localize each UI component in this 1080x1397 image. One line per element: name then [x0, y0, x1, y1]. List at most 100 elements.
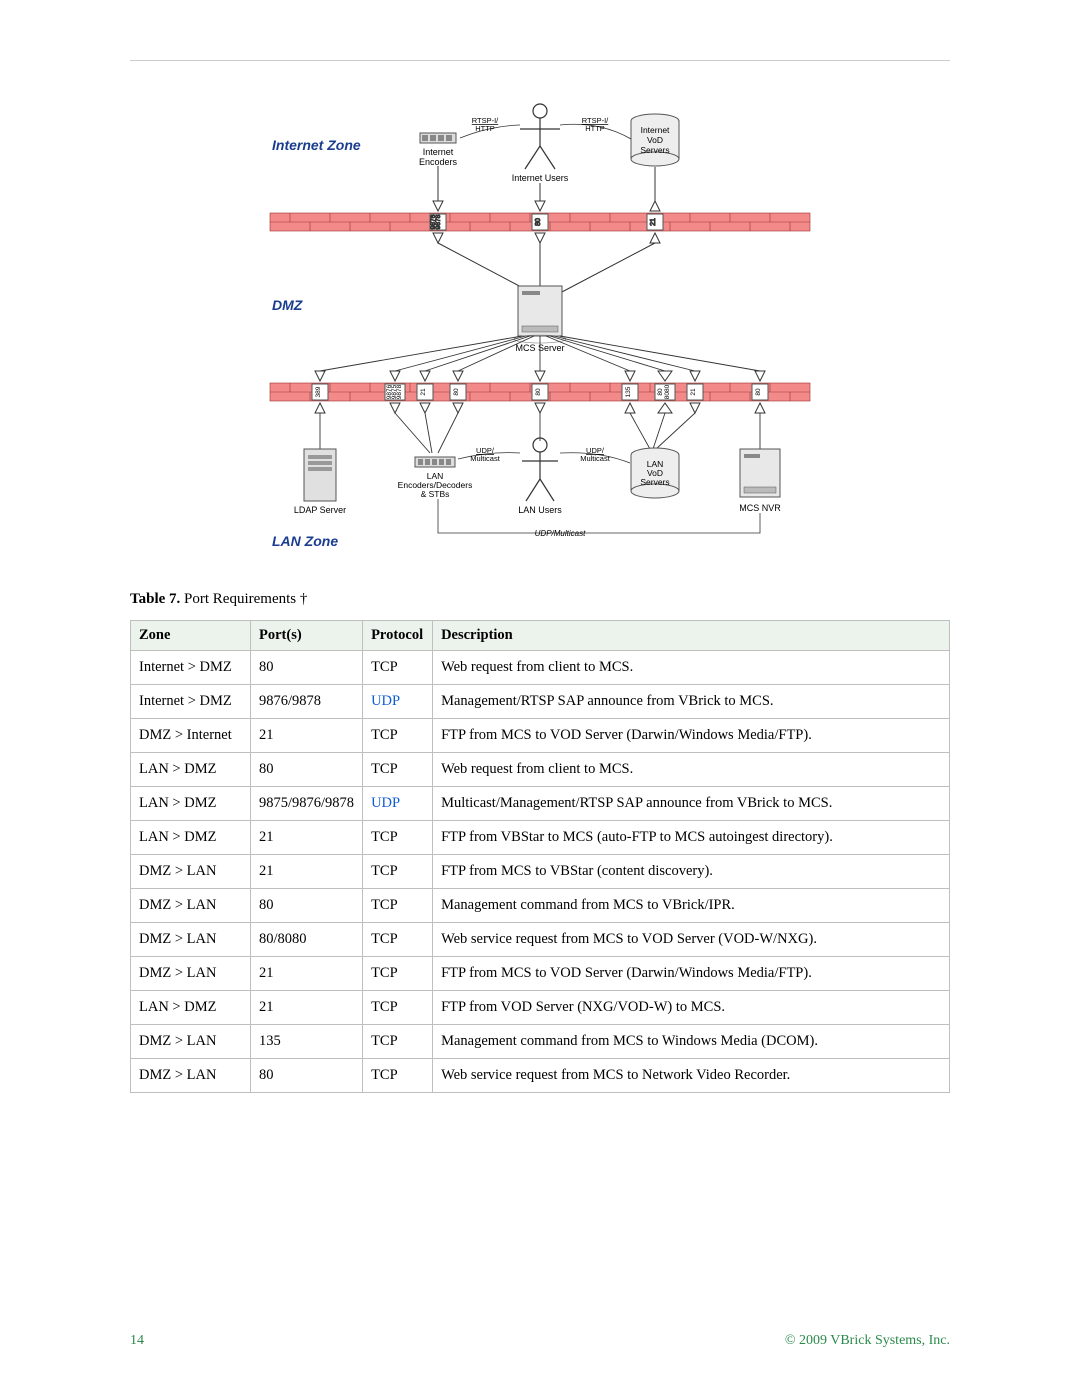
cell-ports: 80 — [251, 651, 363, 685]
table-row: Internet > DMZ9876/9878UDPManagement/RTS… — [131, 685, 950, 719]
cell-zone: LAN > DMZ — [131, 787, 251, 821]
table-header-row: Zone Port(s) Protocol Description — [131, 621, 950, 651]
cell-description: Multicast/Management/RTSP SAP announce f… — [433, 787, 950, 821]
cell-protocol: TCP — [363, 923, 433, 957]
cell-ports: 80 — [251, 753, 363, 787]
cell-protocol: TCP — [363, 1025, 433, 1059]
cell-zone: LAN > DMZ — [131, 753, 251, 787]
cell-description: Web request from client to MCS. — [433, 651, 950, 685]
cell-ports: 21 — [251, 957, 363, 991]
cell-protocol: TCP — [363, 719, 433, 753]
table-row: LAN > DMZ80TCPWeb request from client to… — [131, 753, 950, 787]
th-zone: Zone — [131, 621, 251, 651]
svg-text:80: 80 — [755, 388, 762, 396]
cell-description: Web service request from MCS to Network … — [433, 1059, 950, 1093]
table-row: DMZ > LAN21TCPFTP from MCS to VOD Server… — [131, 957, 950, 991]
cell-description: FTP from VOD Server (NXG/VOD-W) to MCS. — [433, 991, 950, 1025]
cell-description: FTP from VBStar to MCS (auto-FTP to MCS … — [433, 821, 950, 855]
table-row: DMZ > LAN21TCPFTP from MCS to VBStar (co… — [131, 855, 950, 889]
table-row: LAN > DMZ21TCPFTP from VOD Server (NXG/V… — [131, 991, 950, 1025]
svg-text:80: 80 — [453, 388, 460, 396]
cell-protocol: TCP — [363, 855, 433, 889]
table-row: DMZ > LAN80TCPManagement command from MC… — [131, 889, 950, 923]
cell-description: FTP from MCS to VOD Server (Darwin/Windo… — [433, 957, 950, 991]
table-row: DMZ > LAN80/8080TCPWeb service request f… — [131, 923, 950, 957]
cell-ports: 80 — [251, 1059, 363, 1093]
cell-protocol: TCP — [363, 889, 433, 923]
page-number: 14 — [130, 1333, 144, 1349]
cell-zone: DMZ > LAN — [131, 889, 251, 923]
mcs-nvr-icon — [740, 449, 780, 497]
table-row: DMZ > LAN80TCPWeb service request from M… — [131, 1059, 950, 1093]
svg-text:135: 135 — [625, 386, 632, 397]
svg-text:21: 21 — [650, 218, 657, 226]
udp-mcast-right: UDP/Multicast — [580, 446, 611, 463]
mcs-server-icon — [514, 286, 566, 343]
th-protocol: Protocol — [363, 621, 433, 651]
udp-mcast-left: UDP/Multicast — [470, 446, 501, 463]
cell-protocol: UDP — [363, 685, 433, 719]
network-diagram: Internet Zone DMZ LAN Zone In — [260, 101, 820, 561]
svg-text:21: 21 — [690, 388, 697, 396]
cell-zone: DMZ > LAN — [131, 923, 251, 957]
port-requirements-table: Zone Port(s) Protocol Description Intern… — [130, 620, 950, 1093]
internet-encoders-icon — [420, 133, 456, 143]
cell-zone: Internet > DMZ — [131, 651, 251, 685]
cell-zone: DMZ > LAN — [131, 1025, 251, 1059]
svg-text:8080: 8080 — [664, 384, 671, 399]
ldap-server-label: LDAP Server — [294, 505, 346, 515]
cell-ports: 21 — [251, 991, 363, 1025]
lan-encoders-label: LANEncoders/Decoders& STBs — [398, 471, 473, 499]
cell-description: Web request from client to MCS. — [433, 753, 950, 787]
table-row: Internet > DMZ80TCPWeb request from clie… — [131, 651, 950, 685]
internet-users-icon — [520, 104, 560, 169]
copyright: © 2009 VBrick Systems, Inc. — [785, 1333, 950, 1349]
cell-zone: DMZ > LAN — [131, 957, 251, 991]
cell-protocol: TCP — [363, 651, 433, 685]
zone-dmz-label: DMZ — [272, 297, 302, 313]
table-row: DMZ > Internet21TCPFTP from MCS to VOD S… — [131, 719, 950, 753]
rtsp-http-left: RTSP-I/HTTP — [472, 116, 499, 133]
cell-protocol: TCP — [363, 957, 433, 991]
cell-protocol: TCP — [363, 991, 433, 1025]
cell-ports: 21 — [251, 719, 363, 753]
th-ports: Port(s) — [251, 621, 363, 651]
cell-zone: DMZ > LAN — [131, 1059, 251, 1093]
udp-mcast-bottom: UDP/Multicast — [535, 529, 586, 538]
cell-ports: 80/8080 — [251, 923, 363, 957]
svg-text:80: 80 — [535, 218, 542, 226]
cell-description: Management/RTSP SAP announce from VBrick… — [433, 685, 950, 719]
cell-description: FTP from MCS to VBStar (content discover… — [433, 855, 950, 889]
svg-text:9878: 9878 — [435, 214, 442, 229]
table-caption: Table 7. Port Requirements † — [130, 591, 950, 608]
mcs-nvr-label: MCS NVR — [739, 503, 781, 513]
svg-text:80: 80 — [657, 388, 664, 396]
zone-lan-label: LAN Zone — [272, 533, 338, 549]
cell-protocol: TCP — [363, 753, 433, 787]
svg-text:389: 389 — [315, 386, 322, 397]
lan-users-icon — [522, 438, 558, 501]
lan-encoders-icon — [415, 457, 455, 467]
cell-description: Management command from MCS to Windows M… — [433, 1025, 950, 1059]
cell-description: FTP from MCS to VOD Server (Darwin/Windo… — [433, 719, 950, 753]
zone-internet-label: Internet Zone — [272, 137, 361, 153]
bottom-arrows — [320, 336, 760, 371]
internet-encoders-label: InternetEncoders — [419, 147, 458, 167]
table-row: DMZ > LAN135TCPManagement command from M… — [131, 1025, 950, 1059]
cell-ports: 135 — [251, 1025, 363, 1059]
cell-ports: 9875/9876/9878 — [251, 787, 363, 821]
lan-users-label: LAN Users — [518, 505, 562, 515]
cell-ports: 21 — [251, 821, 363, 855]
cell-zone: LAN > DMZ — [131, 991, 251, 1025]
cell-ports: 80 — [251, 889, 363, 923]
th-description: Description — [433, 621, 950, 651]
cell-protocol: TCP — [363, 1059, 433, 1093]
caption-prefix: Table 7. — [130, 591, 180, 607]
table-row: LAN > DMZ9875/9876/9878UDPMulticast/Mana… — [131, 787, 950, 821]
table-row: LAN > DMZ21TCPFTP from VBStar to MCS (au… — [131, 821, 950, 855]
caption-text: Port Requirements † — [184, 591, 307, 607]
cell-description: Web service request from MCS to VOD Serv… — [433, 923, 950, 957]
cell-description: Management command from MCS to VBrick/IP… — [433, 889, 950, 923]
svg-text:80: 80 — [535, 388, 542, 396]
cell-zone: Internet > DMZ — [131, 685, 251, 719]
